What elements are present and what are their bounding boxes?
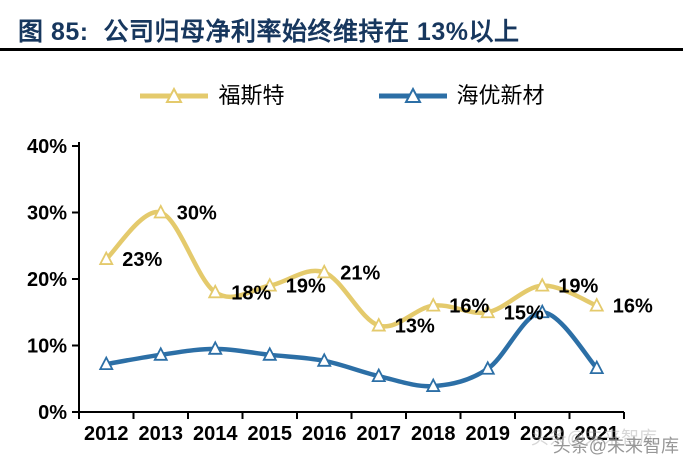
x-tick-label: 2019 (466, 423, 511, 445)
data-label-0-2020: 19% (558, 276, 598, 298)
series-marker-0 (153, 204, 169, 219)
x-tick-label: 2012 (84, 423, 129, 445)
x-tick-label: 2018 (411, 423, 456, 445)
legend-item-haiyou: 海优新材 (377, 85, 545, 107)
series-marker-1 (207, 340, 223, 355)
series-marker-0 (98, 250, 114, 265)
figure-title: 图 85: 公司归母净利率始终维持在 13%以上 (18, 18, 520, 46)
series-line-1 (104, 309, 599, 389)
x-tick-label: 2021 (575, 423, 620, 445)
series-marker-0 (316, 263, 332, 279)
data-label-0-2015: 19% (286, 276, 326, 298)
y-tick-label: 0% (38, 402, 67, 424)
series-marker-1 (589, 359, 605, 375)
title-divider (0, 48, 683, 51)
legend-label-haiyou: 海优新材 (456, 83, 545, 108)
data-label-0-2016: 21% (340, 262, 380, 284)
data-label-0-2019: 15% (504, 302, 544, 324)
y-tick-label: 20% (27, 269, 67, 291)
data-label-0-2021: 16% (613, 296, 653, 318)
y-tick-label: 40% (27, 136, 67, 158)
x-tick-label: 2017 (357, 423, 402, 445)
legend-label-foster: 福斯特 (218, 83, 285, 108)
series-marker-1 (98, 355, 114, 371)
legend-line-marker-foster (140, 87, 209, 103)
data-label-0-2014: 18% (231, 282, 271, 304)
data-label-0-2013: 30% (177, 203, 217, 225)
series-marker-0 (371, 317, 387, 332)
series-line-0 (104, 209, 599, 329)
data-label-0-2012: 23% (122, 249, 162, 271)
series-marker-1 (262, 346, 278, 361)
x-tick-label: 2016 (302, 423, 347, 445)
series-marker-0 (480, 303, 496, 319)
y-tick-label: 10% (27, 336, 67, 358)
x-tick-label: 2013 (139, 423, 184, 445)
legend: 福斯特 海优新材 (0, 82, 683, 110)
series-marker-0 (207, 283, 223, 299)
series-marker-0 (589, 297, 605, 312)
series-marker-1 (480, 360, 496, 375)
y-tick-label: 30% (27, 203, 67, 225)
series-marker-1 (316, 352, 332, 367)
data-label-0-2018: 16% (449, 296, 489, 318)
series-marker-1 (371, 367, 387, 382)
series-marker-0 (425, 297, 441, 312)
series-marker-0 (262, 277, 278, 292)
x-tick-label: 2020 (520, 423, 565, 445)
watermark: 头条@未来智库 (552, 436, 679, 456)
series-marker-1 (534, 303, 550, 319)
series-marker-1 (153, 346, 169, 361)
series-marker-1 (425, 377, 441, 392)
data-label-0-2017: 13% (395, 316, 435, 338)
legend-line-marker-haiyou (378, 87, 447, 103)
legend-item-foster: 福斯特 (138, 83, 285, 108)
series-marker-0 (534, 277, 550, 292)
x-tick-label: 2015 (248, 423, 293, 445)
x-tick-label: 2014 (193, 423, 238, 445)
watermark-ghost: 头条@未来智库 (530, 428, 657, 448)
